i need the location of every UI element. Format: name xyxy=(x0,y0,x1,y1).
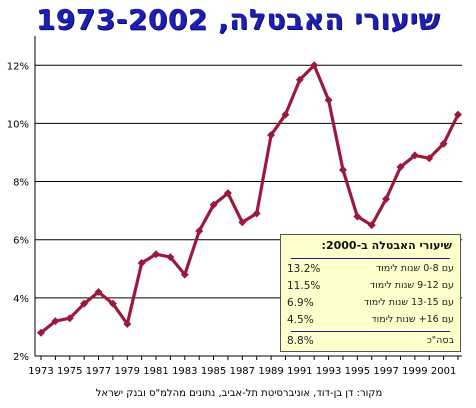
x-tick-label: 2001 xyxy=(431,366,456,377)
data-point xyxy=(209,200,218,209)
data-point xyxy=(51,317,60,326)
data-point xyxy=(180,270,189,279)
x-tick-label: 1983 xyxy=(172,366,197,377)
x-tick-label: 1977 xyxy=(86,366,111,377)
data-point xyxy=(166,253,175,262)
data-point xyxy=(267,131,276,140)
summary-row-label: עם 13-15 שנות לימוד xyxy=(363,297,454,308)
data-point xyxy=(152,250,161,259)
summary-row: עם 13-15 שנות לימוד 6.9% xyxy=(287,297,454,311)
x-tick-label: 1995 xyxy=(345,366,370,377)
x-tick-label: 1973 xyxy=(28,366,53,377)
summary-row-value: 13.2% xyxy=(287,263,321,275)
data-point xyxy=(238,218,247,227)
summary-divider-bottom xyxy=(291,331,450,332)
y-tick-label: 10% xyxy=(7,119,29,130)
summary-row-value: 11.5% xyxy=(287,280,321,292)
data-point xyxy=(396,163,405,172)
y-axis-ticks: 2% 4% 6% 8% 10% 12% xyxy=(7,61,29,363)
y-tick-label: 12% xyxy=(7,61,29,72)
data-point xyxy=(252,209,261,218)
data-point xyxy=(425,154,434,163)
summary-row-label: עם 16+ שנות לימוד xyxy=(371,314,455,325)
data-point xyxy=(137,258,146,267)
summary-row: עם 0-8 שנות לימוד 13.2% xyxy=(287,263,454,277)
x-tick-label: 1979 xyxy=(115,366,140,377)
data-point xyxy=(454,110,462,119)
data-point xyxy=(310,61,319,70)
data-point xyxy=(80,299,89,308)
summary-total-row: בסה"כ 8.8% xyxy=(287,335,454,349)
y-tick-label: 4% xyxy=(13,294,29,305)
x-tick-label: 1997 xyxy=(373,366,398,377)
data-point xyxy=(108,299,117,308)
x-tick-label: 1989 xyxy=(258,366,283,377)
data-point xyxy=(195,226,204,235)
x-tick-label: 1975 xyxy=(57,366,82,377)
data-point xyxy=(410,151,419,160)
axes xyxy=(34,36,462,357)
summary-row-value: 6.9% xyxy=(287,297,314,309)
x-tick-label: 1987 xyxy=(230,366,255,377)
x-tick-label: 1985 xyxy=(201,366,226,377)
series-line xyxy=(39,63,460,335)
chart-title: שיעורי האבטלה, 1973-2002 xyxy=(35,3,441,36)
y-tick-label: 2% xyxy=(13,352,29,363)
data-point xyxy=(123,320,132,329)
data-point xyxy=(367,221,376,230)
data-point xyxy=(324,96,333,105)
summary-total-value: 8.8% xyxy=(287,335,314,347)
source-note: מקור: דן בן-דוד, אוניברסיטת תל-אביב, נתו… xyxy=(95,388,383,399)
series-layer xyxy=(37,61,462,337)
summary-divider-top xyxy=(291,258,450,259)
data-point xyxy=(295,75,304,84)
summary-row: עם 9-12 שנות לימוד 11.5% xyxy=(287,280,454,294)
data-point xyxy=(223,189,232,198)
x-tick-label: 1999 xyxy=(402,366,427,377)
summary-row-label: עם 9-12 שנות לימוד xyxy=(369,280,454,291)
data-point xyxy=(439,139,448,148)
summary-total-label: בסה"כ xyxy=(426,335,454,346)
data-point xyxy=(65,314,74,323)
summary-row: עם 16+ שנות לימוד 4.5% xyxy=(287,314,454,328)
summary-row-label: עם 0-8 שנות לימוד xyxy=(376,263,454,274)
x-tick-label: 1981 xyxy=(143,366,168,377)
summary-title: שיעורי האבטלה ב-2000: xyxy=(321,239,452,252)
x-axis-ticks: 1973 1975 1977 1979 1981 1983 1985 1987 1989 1991… xyxy=(28,356,459,377)
y-tick-label: 6% xyxy=(13,236,29,247)
summary-row-value: 4.5% xyxy=(287,314,314,326)
unemployment-2000-box: שיעורי האבטלה ב-2000: עם 0-8 שנות לימוד … xyxy=(280,234,461,352)
data-point xyxy=(94,288,103,297)
data-point xyxy=(281,110,290,119)
x-tick-label: 1993 xyxy=(316,366,341,377)
data-point xyxy=(338,165,347,174)
x-tick-label: 1991 xyxy=(287,366,312,377)
data-point xyxy=(353,212,362,221)
data-point xyxy=(382,195,391,203)
data-point xyxy=(37,328,45,337)
y-tick-label: 8% xyxy=(13,178,29,189)
